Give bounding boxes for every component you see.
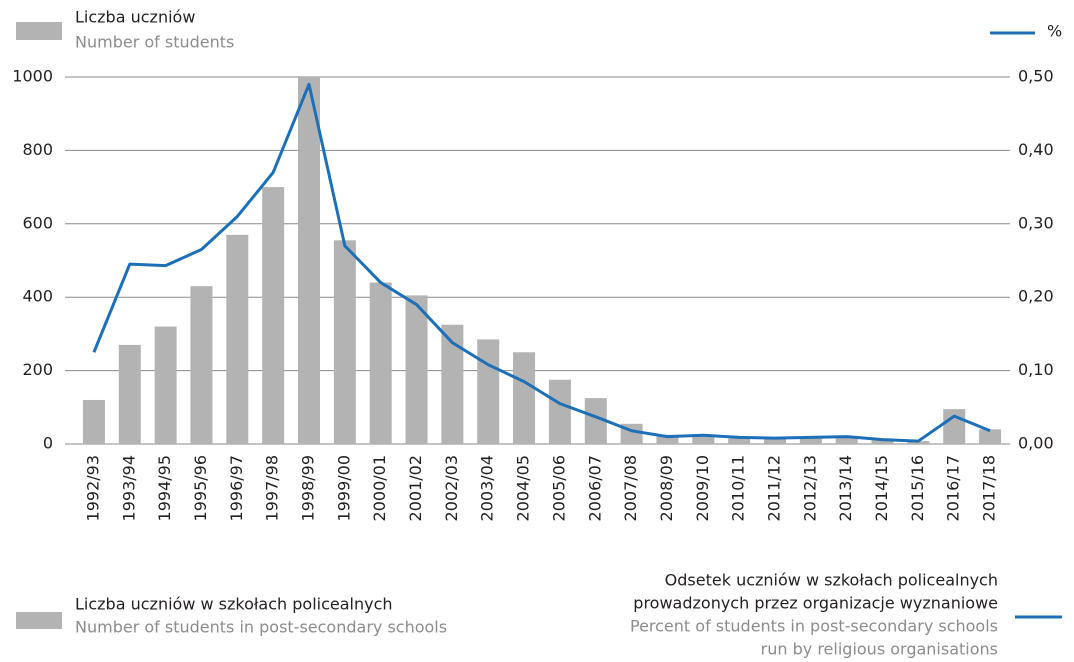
y-tick-label: 200 (22, 360, 53, 379)
x-tick-label: 2017/18 (980, 455, 999, 521)
bar (799, 436, 822, 444)
x-tick-label: 1997/98 (263, 455, 282, 521)
x-tick-label: 1999/00 (334, 455, 353, 521)
x-tick-label: 2012/13 (800, 455, 819, 521)
y-tick-label: 800 (22, 140, 53, 159)
bar (226, 234, 249, 444)
bar (477, 339, 500, 444)
x-tick-label: 2005/06 (549, 455, 568, 521)
x-tick-label: 2002/03 (442, 455, 461, 521)
bar (513, 352, 536, 444)
x-tick-label: 2006/07 (585, 455, 604, 521)
bar (369, 282, 392, 444)
y2-tick-label: 0,40 (1018, 140, 1054, 159)
x-tick-label: 2007/08 (621, 455, 640, 521)
y-tick-label: 400 (22, 287, 53, 306)
x-tick-label: 2004/05 (514, 455, 533, 521)
legend-swatch (16, 612, 62, 629)
bar (764, 438, 786, 444)
y-tick-label: 0 (43, 434, 53, 453)
x-tick-label: 1993/94 (119, 455, 138, 521)
y-axis-label: Liczba uczniów (75, 8, 195, 27)
x-tick-label: 2001/02 (406, 455, 425, 521)
bar (154, 326, 177, 444)
x-tick-label: 1994/95 (155, 455, 174, 521)
x-tick-label: 2000/01 (370, 455, 389, 521)
legend-label: Liczba uczniów w szkołach policealnych (75, 595, 393, 614)
bar (728, 438, 751, 444)
line (92, 82, 991, 443)
x-tick-label: 2014/15 (872, 455, 891, 521)
legend-label: Percent of students in post-secondary sc… (630, 617, 998, 636)
x-tick-label: 1995/96 (191, 455, 210, 521)
y2-tick-label: 0,10 (1018, 360, 1054, 379)
y2-tick-label: 0,20 (1018, 287, 1054, 306)
legend-label: prowadzonych przez organizacje wyznaniow… (633, 594, 998, 613)
y-axis-label: Number of students (75, 33, 234, 52)
bar (548, 379, 571, 444)
bar (405, 295, 428, 444)
y2-axis-label: % (1047, 22, 1062, 41)
bar (262, 187, 285, 444)
x-tick-label: 2016/17 (944, 455, 963, 521)
x-tick-label: 2015/16 (908, 455, 927, 521)
bar (584, 398, 607, 444)
y2-tick-label: 0,00 (1018, 434, 1054, 453)
x-tick-label: 1998/99 (299, 455, 318, 521)
bar (943, 409, 966, 444)
x-tick-label: 2010/11 (729, 455, 748, 521)
bar (835, 436, 858, 444)
legend-label: run by religious organisations (761, 640, 998, 659)
x-tick-label: 2013/14 (836, 455, 855, 521)
bar (979, 429, 1002, 444)
bar (82, 399, 105, 444)
x-tick-label: 2008/09 (657, 455, 676, 521)
bar (692, 436, 715, 444)
x-tick-label: 2011/12 (765, 455, 784, 521)
x-tick-label: 2003/04 (478, 455, 497, 521)
y-tick-label: 600 (22, 213, 53, 232)
x-tick-label: 1992/93 (83, 455, 102, 521)
bar (656, 434, 679, 444)
bar (441, 324, 464, 444)
bar (190, 286, 213, 444)
x-tick-label: 1996/97 (227, 455, 246, 521)
y2-tick-label: 0,50 (1018, 67, 1054, 86)
legend-label: Number of students in post-secondary sch… (75, 618, 447, 637)
bar (118, 344, 141, 444)
legend-swatch (16, 22, 62, 40)
bar (871, 440, 894, 444)
y-tick-label: 1000 (12, 67, 53, 86)
legend-label: Odsetek uczniów w szkołach policealnych (665, 571, 998, 590)
bar (333, 240, 356, 444)
y2-tick-label: 0,30 (1018, 213, 1054, 232)
bar (298, 77, 320, 444)
x-tick-label: 2009/10 (693, 455, 712, 521)
